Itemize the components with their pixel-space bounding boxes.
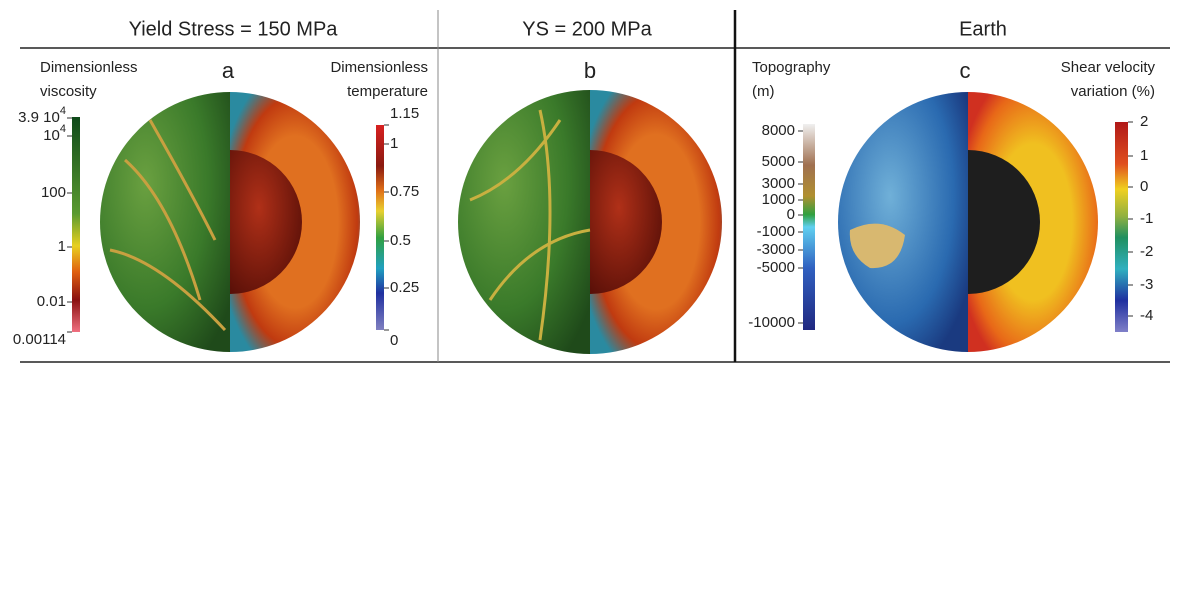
- colorbar-tick-label: 3000: [762, 175, 795, 192]
- colorbar-tick-label: 104: [43, 123, 66, 144]
- colorbar-tick-label: 0: [390, 332, 398, 349]
- colorbar: [1115, 122, 1128, 332]
- colorbar-tick-label: -2: [1140, 243, 1153, 260]
- tick-text: -1000: [757, 223, 795, 240]
- tick-text: -3: [1140, 276, 1153, 293]
- tick-text: 0.5: [390, 232, 411, 249]
- tick-text: 1: [1140, 147, 1148, 164]
- colorbar-tick-label: 0: [787, 206, 795, 223]
- tick-text: 1.15: [390, 105, 419, 122]
- tick-text: 8000: [762, 122, 795, 139]
- colorbar: [376, 125, 384, 330]
- colorbar-title: (m): [752, 83, 775, 100]
- colorbar: [803, 124, 815, 330]
- tick-text: 100: [41, 184, 66, 201]
- colorbar-tick-label: -3000: [757, 241, 795, 258]
- tick-text: 0.75: [390, 183, 419, 200]
- colorbar-tick-label: 0: [1140, 178, 1148, 195]
- colorbar-title: Dimensionless: [330, 59, 428, 76]
- tick-text: 3000: [762, 175, 795, 192]
- colorbar-title: Shear velocity: [1061, 59, 1156, 76]
- tick-text: -2: [1140, 243, 1153, 260]
- colorbar-title: temperature: [347, 83, 428, 100]
- colorbar-tick-label: -1: [1140, 210, 1153, 227]
- colorbar-tick-label: 5000: [762, 153, 795, 170]
- colorbar-tick-label: 2: [1140, 113, 1148, 130]
- tick-superscript: 4: [60, 105, 66, 117]
- panel-letter: c: [960, 58, 971, 83]
- tick-text: 5000: [762, 153, 795, 170]
- panel-header: Earth: [959, 18, 1007, 40]
- sphere-b: [458, 90, 722, 354]
- colorbar-tick-label: 3.9 104: [18, 105, 66, 126]
- tick-text: -3000: [757, 241, 795, 258]
- tick-text: 2: [1140, 113, 1148, 130]
- tick-text: 0: [787, 206, 795, 223]
- colorbar-title: variation (%): [1071, 83, 1155, 100]
- tick-text: 0.25: [390, 279, 419, 296]
- colorbar-tick-label: 0.5: [390, 232, 411, 249]
- tick-text: 1: [58, 238, 66, 255]
- colorbar-title: Dimensionless: [40, 59, 138, 76]
- panel-header: YS = 200 MPa: [522, 18, 652, 40]
- colorbar-title: Topography: [752, 59, 831, 76]
- colorbar-tick-label: 0.75: [390, 183, 419, 200]
- tick-text: 1: [390, 135, 398, 152]
- panel-letter: a: [222, 58, 235, 83]
- colorbar-tick-label: 1: [1140, 147, 1148, 164]
- colorbar-tick-label: 1: [58, 238, 66, 255]
- tick-text: -4: [1140, 307, 1153, 324]
- tick-text: -5000: [757, 259, 795, 276]
- tick-text: 0: [1140, 178, 1148, 195]
- tick-text: 0.01: [37, 293, 66, 310]
- colorbar: [72, 117, 80, 332]
- colorbar-tick-label: -4: [1140, 307, 1153, 324]
- tick-text: 1000: [762, 191, 795, 208]
- colorbar-tick-label: -1000: [757, 223, 795, 240]
- panel-letter: b: [584, 58, 596, 83]
- panel-header: Yield Stress = 150 MPa: [129, 18, 339, 40]
- colorbar-tick-label: 1: [390, 135, 398, 152]
- sphere-a: [100, 92, 360, 352]
- colorbar-tick-label: -10000: [748, 314, 795, 331]
- colorbar-tick-label: 1.15: [390, 105, 419, 122]
- colorbar-tick-label: 0.25: [390, 279, 419, 296]
- colorbar-tick-label: 0.01: [37, 293, 66, 310]
- sphere-c: [838, 92, 1098, 352]
- colorbar-tick-label: -5000: [757, 259, 795, 276]
- frame: [20, 10, 1170, 363]
- colorbar-tick-label: 1000: [762, 191, 795, 208]
- tick-superscript: 4: [60, 123, 66, 135]
- tick-text: 0: [390, 332, 398, 349]
- colorbar-tick-label: -3: [1140, 276, 1153, 293]
- colorbar-tick-label: 8000: [762, 122, 795, 139]
- colorbar-tick-label: 100: [41, 184, 66, 201]
- colorbar-tick-label: 0.00114: [13, 331, 66, 348]
- tick-text: 10: [43, 127, 60, 144]
- tick-text: -10000: [748, 314, 795, 331]
- tick-text: 3.9 10: [18, 109, 60, 126]
- colorbar-title: viscosity: [40, 83, 97, 100]
- tick-text: -1: [1140, 210, 1153, 227]
- tick-text: 0.00114: [13, 331, 66, 348]
